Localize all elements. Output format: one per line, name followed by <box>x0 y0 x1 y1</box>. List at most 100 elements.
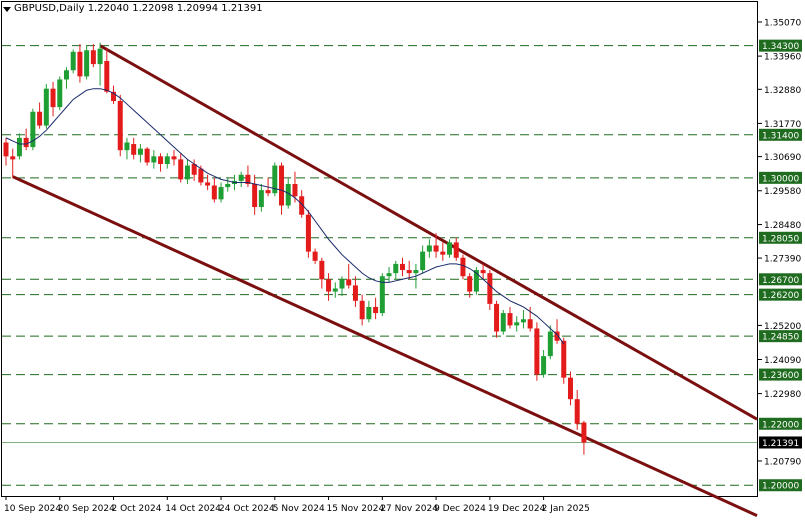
plot-frame <box>1 1 758 497</box>
candle <box>211 177 217 203</box>
candle-body <box>104 61 110 92</box>
level-label-box <box>759 417 802 430</box>
candle <box>16 133 22 160</box>
candle-body <box>164 156 170 165</box>
candle <box>426 239 432 258</box>
candle-body <box>339 279 345 289</box>
candle <box>10 148 16 178</box>
y-tick-label: 1.32880 <box>764 86 801 96</box>
candle <box>359 294 365 326</box>
candle-body <box>198 168 204 183</box>
candle-body <box>299 196 305 215</box>
candle <box>178 153 184 183</box>
candle-body <box>218 187 224 200</box>
x-tick-label: 27 Nov 2024 <box>380 504 438 514</box>
level-label: 1.20000 <box>762 482 799 492</box>
candle <box>23 128 29 151</box>
candle-body <box>460 257 466 277</box>
candle-body <box>447 242 453 255</box>
candle <box>386 266 392 283</box>
candle-body <box>43 88 49 126</box>
level-label: 1.30000 <box>762 174 799 184</box>
level-label: 1.28050 <box>762 234 799 244</box>
level-label-box <box>759 273 802 286</box>
candle-body <box>467 276 473 292</box>
candle-body <box>473 270 479 292</box>
candle-body <box>171 156 177 160</box>
candle-body <box>211 185 217 200</box>
candle-body <box>574 399 580 424</box>
candle-body <box>326 279 332 292</box>
candle <box>547 325 553 360</box>
candle <box>507 306 513 329</box>
candle-body <box>426 245 432 252</box>
candle <box>144 147 150 166</box>
x-tick-label: 10 Sep 2024 <box>4 504 61 514</box>
candle <box>581 420 587 455</box>
candle-body <box>514 322 520 326</box>
symbol-label: GBPUSD,Daily <box>14 3 85 14</box>
candle <box>111 85 117 105</box>
chart-menu-arrow-icon[interactable] <box>3 7 11 12</box>
candle <box>37 102 43 129</box>
level-label-box <box>759 171 802 184</box>
candle <box>332 282 338 298</box>
level-label: 1.31400 <box>762 131 799 141</box>
level-label: 1.34300 <box>762 42 799 52</box>
candle <box>319 257 325 289</box>
candle-body <box>494 303 500 332</box>
candle <box>252 174 258 215</box>
candle <box>393 260 399 280</box>
candle <box>440 242 446 261</box>
candle <box>205 174 211 191</box>
candle <box>574 389 580 430</box>
candle <box>117 94 123 157</box>
candle-body <box>151 156 157 163</box>
x-tick-label: 19 Dec 2024 <box>488 504 546 514</box>
y-tick-label: 1.22980 <box>764 390 801 400</box>
candle-body <box>265 190 271 194</box>
candle-body <box>433 245 439 252</box>
x-tick-label: 20 Sep 2024 <box>58 504 115 514</box>
candle <box>326 273 332 301</box>
candle-body <box>111 91 117 101</box>
level-label-box <box>759 231 802 244</box>
candle <box>84 45 90 80</box>
candle-body <box>541 356 547 375</box>
candle <box>3 137 9 166</box>
candle <box>379 273 385 317</box>
candle-body <box>191 164 197 175</box>
candle <box>554 319 560 344</box>
candle <box>487 270 493 311</box>
candle-body <box>3 142 9 157</box>
y-tick-label: 1.29580 <box>764 187 801 197</box>
candle <box>494 300 500 338</box>
candle <box>447 239 453 258</box>
level-label-box <box>759 39 802 52</box>
candle-body <box>346 279 352 286</box>
channel-line-upper <box>99 44 758 421</box>
candle-body <box>37 111 43 126</box>
y-tick-label: 1.30690 <box>764 153 801 163</box>
candle-body <box>258 190 264 208</box>
candle <box>77 44 83 83</box>
candle-body <box>567 377 573 400</box>
candle <box>57 76 63 111</box>
candle-body <box>117 100 123 151</box>
candle-body <box>359 300 365 320</box>
level-label-box <box>759 330 802 343</box>
candle <box>460 254 466 280</box>
x-tick-label: 2 Oct 2024 <box>112 504 162 514</box>
candle <box>238 171 244 188</box>
level-label: 1.26700 <box>762 276 799 286</box>
candle <box>63 67 69 89</box>
level-label: 1.24850 <box>762 333 799 343</box>
candle <box>373 297 379 320</box>
candle <box>171 150 177 166</box>
candle <box>433 233 439 258</box>
candle-body <box>305 214 311 252</box>
current-price-label: 1.21391 <box>762 439 799 449</box>
candle <box>137 144 143 163</box>
candle-body <box>581 422 587 443</box>
